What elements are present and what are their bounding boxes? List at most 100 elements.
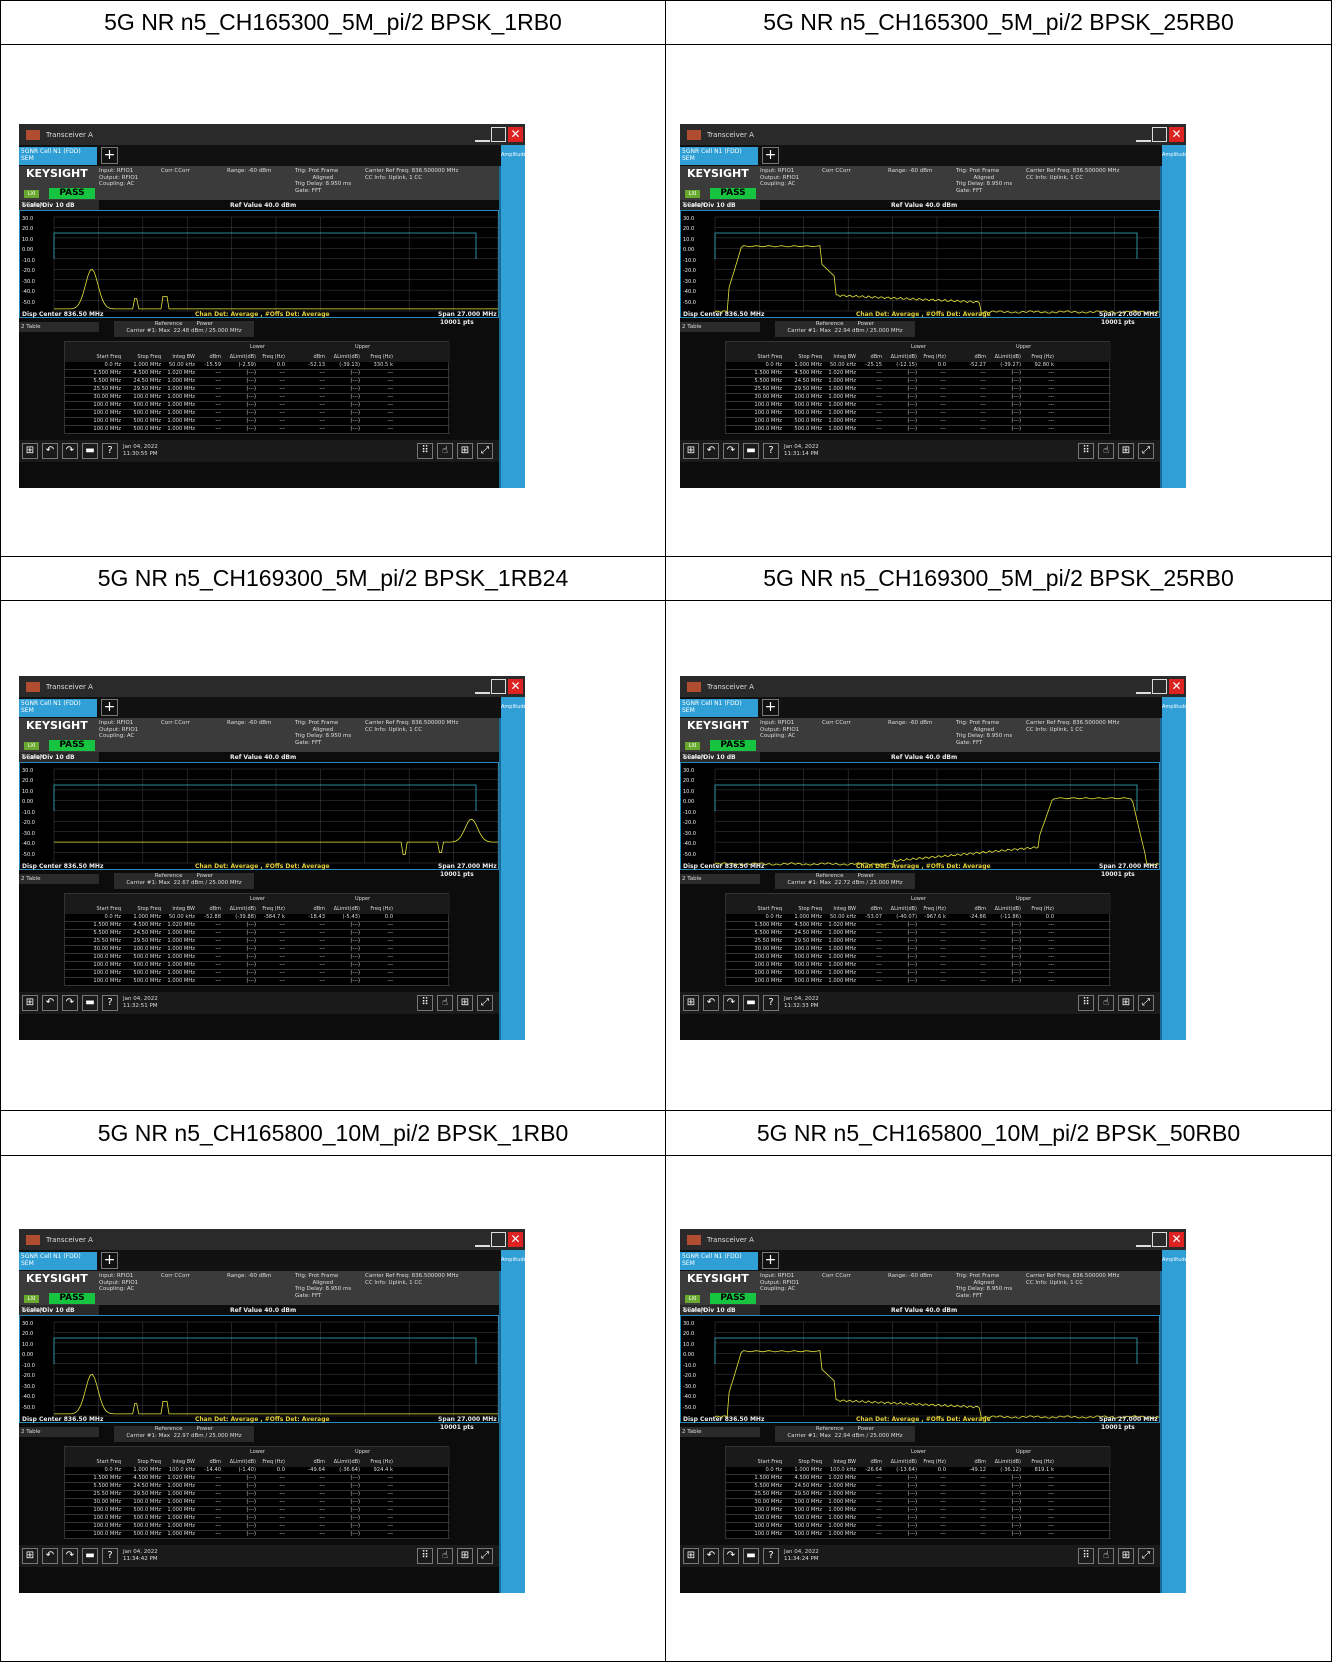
undo-icon[interactable]: ↶	[703, 443, 719, 459]
close-button[interactable]: ✕	[1169, 127, 1184, 142]
fullscreen-icon[interactable]: ⤢	[477, 443, 493, 459]
help-icon[interactable]: ?	[102, 1548, 118, 1564]
maximize-button[interactable]	[1152, 127, 1167, 142]
help-icon[interactable]: ?	[763, 443, 779, 459]
table-selector[interactable]: 2 Table	[680, 322, 760, 332]
close-button[interactable]: ✕	[1169, 679, 1184, 694]
undo-icon[interactable]: ↶	[42, 995, 58, 1011]
minimize-button[interactable]	[1136, 127, 1151, 142]
amplitude-tab[interactable]: Amplitude	[1162, 145, 1186, 166]
undo-icon[interactable]: ↶	[42, 1548, 58, 1564]
table-selector[interactable]: 2 Table	[680, 874, 760, 884]
maximize-button[interactable]	[491, 679, 506, 694]
folder-icon[interactable]: ▬	[82, 995, 98, 1011]
graph-selector[interactable]: 1 Graph	[680, 1305, 760, 1315]
touch-icon[interactable]: ☝	[1098, 443, 1114, 459]
folder-icon[interactable]: ▬	[743, 443, 759, 459]
folder-icon[interactable]: ▬	[82, 443, 98, 459]
help-icon[interactable]: ?	[102, 443, 118, 459]
redo-icon[interactable]: ↷	[723, 443, 739, 459]
minimize-button[interactable]	[475, 679, 490, 694]
redo-icon[interactable]: ↷	[62, 995, 78, 1011]
split-view-icon[interactable]: ⊞	[457, 443, 473, 459]
redo-icon[interactable]: ↷	[62, 1548, 78, 1564]
mode-tab[interactable]: 5GNR Cell N1 (FDD) SEM	[680, 699, 758, 717]
amplitude-tab[interactable]: Amplitude	[501, 697, 525, 718]
graph-selector[interactable]: 1 Graph	[680, 752, 760, 762]
close-button[interactable]: ✕	[1169, 1232, 1184, 1247]
close-button[interactable]: ✕	[508, 1232, 523, 1247]
keypad-icon[interactable]: ⠿	[1078, 995, 1094, 1011]
table-selector[interactable]: 2 Table	[19, 322, 99, 332]
amplitude-tab[interactable]: Amplitude	[501, 1250, 525, 1271]
windows-icon[interactable]: ⊞	[22, 443, 38, 459]
split-view-icon[interactable]: ⊞	[1118, 995, 1134, 1011]
keypad-icon[interactable]: ⠿	[417, 995, 433, 1011]
help-icon[interactable]: ?	[102, 995, 118, 1011]
split-view-icon[interactable]: ⊞	[1118, 443, 1134, 459]
close-button[interactable]: ✕	[508, 679, 523, 694]
mode-tab[interactable]: 5GNR Cell N1 (FDD) SEM	[19, 147, 97, 165]
maximize-button[interactable]	[491, 127, 506, 142]
folder-icon[interactable]: ▬	[743, 995, 759, 1011]
folder-icon[interactable]: ▬	[743, 1548, 759, 1564]
touch-icon[interactable]: ☝	[1098, 995, 1114, 1011]
help-icon[interactable]: ?	[763, 1548, 779, 1564]
undo-icon[interactable]: ↶	[703, 1548, 719, 1564]
graph-selector[interactable]: 1 Graph	[19, 1305, 99, 1315]
redo-icon[interactable]: ↷	[62, 443, 78, 459]
touch-icon[interactable]: ☝	[437, 443, 453, 459]
add-tab-button[interactable]: +	[762, 699, 779, 716]
folder-icon[interactable]: ▬	[82, 1548, 98, 1564]
graph-selector[interactable]: 1 Graph	[19, 200, 99, 210]
mode-tab[interactable]: 5GNR Cell N1 (FDD) SEM	[680, 1252, 758, 1270]
help-icon[interactable]: ?	[763, 995, 779, 1011]
keypad-icon[interactable]: ⠿	[1078, 443, 1094, 459]
minimize-button[interactable]	[1136, 679, 1151, 694]
amplitude-tab[interactable]: Amplitude	[501, 145, 525, 166]
windows-icon[interactable]: ⊞	[683, 1548, 699, 1564]
mode-tab[interactable]: 5GNR Cell N1 (FDD) SEM	[19, 699, 97, 717]
split-view-icon[interactable]: ⊞	[457, 995, 473, 1011]
table-selector[interactable]: 2 Table	[680, 1427, 760, 1437]
maximize-button[interactable]	[1152, 679, 1167, 694]
table-selector[interactable]: 2 Table	[19, 1427, 99, 1437]
fullscreen-icon[interactable]: ⤢	[477, 995, 493, 1011]
keypad-icon[interactable]: ⠿	[1078, 1548, 1094, 1564]
minimize-button[interactable]	[475, 127, 490, 142]
amplitude-tab[interactable]: Amplitude	[1162, 697, 1186, 718]
redo-icon[interactable]: ↷	[723, 1548, 739, 1564]
undo-icon[interactable]: ↶	[703, 995, 719, 1011]
windows-icon[interactable]: ⊞	[683, 995, 699, 1011]
keypad-icon[interactable]: ⠿	[417, 443, 433, 459]
add-tab-button[interactable]: +	[101, 1252, 118, 1269]
maximize-button[interactable]	[1152, 1232, 1167, 1247]
touch-icon[interactable]: ☝	[437, 995, 453, 1011]
mode-tab[interactable]: 5GNR Cell N1 (FDD) SEM	[19, 1252, 97, 1270]
keypad-icon[interactable]: ⠿	[417, 1548, 433, 1564]
redo-icon[interactable]: ↷	[723, 995, 739, 1011]
add-tab-button[interactable]: +	[762, 147, 779, 164]
close-button[interactable]: ✕	[508, 127, 523, 142]
fullscreen-icon[interactable]: ⤢	[1138, 995, 1154, 1011]
amplitude-tab[interactable]: Amplitude	[1162, 1250, 1186, 1271]
fullscreen-icon[interactable]: ⤢	[1138, 443, 1154, 459]
windows-icon[interactable]: ⊞	[22, 995, 38, 1011]
fullscreen-icon[interactable]: ⤢	[477, 1548, 493, 1564]
minimize-button[interactable]	[1136, 1232, 1151, 1247]
add-tab-button[interactable]: +	[762, 1252, 779, 1269]
windows-icon[interactable]: ⊞	[683, 443, 699, 459]
maximize-button[interactable]	[491, 1232, 506, 1247]
table-selector[interactable]: 2 Table	[19, 874, 99, 884]
windows-icon[interactable]: ⊞	[22, 1548, 38, 1564]
touch-icon[interactable]: ☝	[437, 1548, 453, 1564]
add-tab-button[interactable]: +	[101, 147, 118, 164]
mode-tab[interactable]: 5GNR Cell N1 (FDD) SEM	[680, 147, 758, 165]
add-tab-button[interactable]: +	[101, 699, 118, 716]
split-view-icon[interactable]: ⊞	[457, 1548, 473, 1564]
split-view-icon[interactable]: ⊞	[1118, 1548, 1134, 1564]
minimize-button[interactable]	[475, 1232, 490, 1247]
touch-icon[interactable]: ☝	[1098, 1548, 1114, 1564]
graph-selector[interactable]: 1 Graph	[680, 200, 760, 210]
fullscreen-icon[interactable]: ⤢	[1138, 1548, 1154, 1564]
